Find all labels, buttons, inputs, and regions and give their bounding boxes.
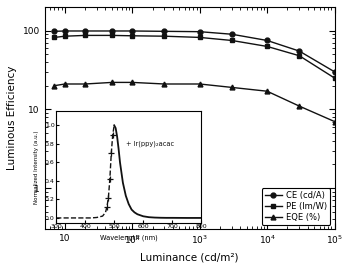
PE (lm/W) [63, 35, 67, 38]
PE (lm/W) [110, 34, 114, 37]
EQE (%) [198, 82, 202, 86]
PE (lm/W) [332, 76, 337, 80]
CE (cd/A) [265, 39, 269, 42]
EQE (%) [297, 104, 301, 108]
CE (cd/A) [130, 29, 134, 33]
Line: EQE (%): EQE (%) [52, 80, 337, 124]
EQE (%) [110, 81, 114, 84]
PE (lm/W) [162, 35, 167, 38]
CE (cd/A) [83, 29, 87, 33]
Y-axis label: Luminous Efficiency: Luminous Efficiency [7, 66, 17, 170]
EQE (%) [265, 90, 269, 93]
CE (cd/A) [52, 30, 57, 33]
PE (lm/W) [83, 34, 87, 37]
EQE (%) [130, 81, 134, 84]
PE (lm/W) [297, 54, 301, 57]
Legend: CE (cd/A), PE (lm/W), EQE (%): CE (cd/A), PE (lm/W), EQE (%) [262, 188, 330, 225]
CE (cd/A) [63, 29, 67, 33]
PE (lm/W) [265, 45, 269, 48]
CE (cd/A) [198, 30, 202, 33]
PE (lm/W) [130, 34, 134, 37]
EQE (%) [332, 120, 337, 123]
EQE (%) [63, 82, 67, 86]
EQE (%) [52, 84, 57, 87]
Line: CE (cd/A): CE (cd/A) [52, 29, 337, 74]
PE (lm/W) [230, 39, 234, 42]
EQE (%) [162, 82, 167, 86]
EQE (%) [83, 82, 87, 86]
CE (cd/A) [332, 70, 337, 73]
CE (cd/A) [230, 33, 234, 36]
CE (cd/A) [162, 30, 167, 33]
PE (lm/W) [52, 36, 57, 39]
PE (lm/W) [198, 36, 202, 39]
EQE (%) [230, 86, 234, 89]
CE (cd/A) [110, 29, 114, 33]
Line: PE (lm/W): PE (lm/W) [52, 33, 337, 80]
X-axis label: Luminance (cd/m²): Luminance (cd/m²) [140, 252, 239, 262]
CE (cd/A) [297, 49, 301, 53]
